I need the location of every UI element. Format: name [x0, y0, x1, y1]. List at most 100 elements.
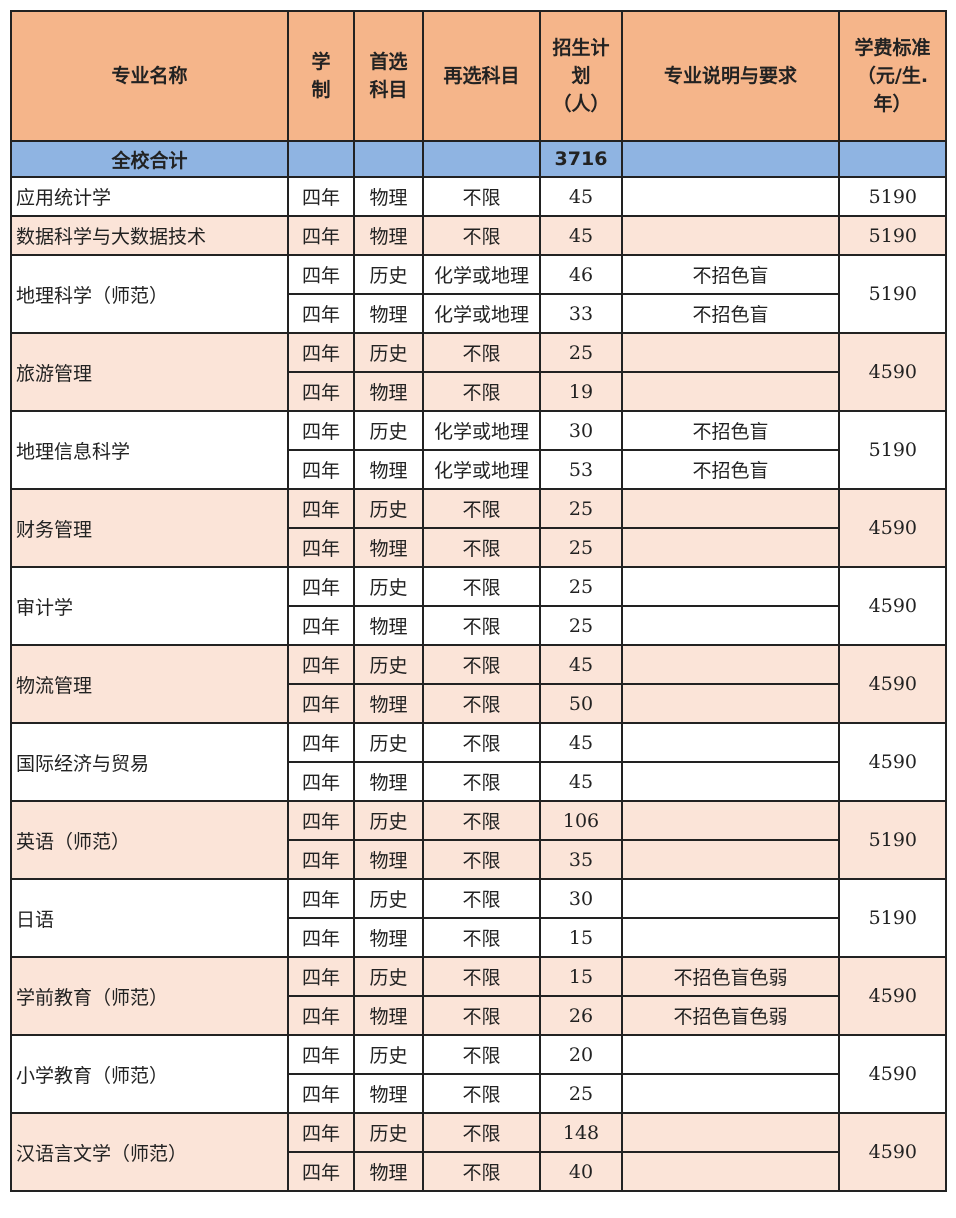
cell-enrollment-plan: 45: [539, 215, 623, 256]
cell-duration: 四年: [287, 878, 355, 919]
major-name: 学前教育（师范）: [10, 956, 289, 1036]
cell-first-subject: 历史: [353, 956, 424, 997]
header-first-subject: 首选 科目: [353, 10, 424, 142]
cell-enrollment-plan: 25: [539, 605, 623, 646]
cell-duration: 四年: [287, 761, 355, 802]
cell-second-subject: 不限: [422, 215, 541, 256]
major-name: 物流管理: [10, 644, 289, 724]
cell-second-subject: 不限: [422, 566, 541, 607]
cell-second-subject: 化学或地理: [422, 449, 541, 490]
cell-second-subject: 不限: [422, 1073, 541, 1114]
cell-duration: 四年: [287, 800, 355, 841]
cell-first-subject: 物理: [353, 371, 424, 412]
cell-duration: 四年: [287, 566, 355, 607]
table-row: 旅游管理 四年 历史 不限 25 4590: [10, 332, 947, 412]
total-label: 全校合计: [10, 140, 289, 178]
cell-first-subject: 物理: [353, 1073, 424, 1114]
header-tuition: 学费标准 （元/生. 年）: [838, 10, 947, 142]
cell-notes: [621, 371, 840, 412]
cell-notes: [621, 800, 840, 841]
cell-notes: [621, 605, 840, 646]
cell-first-subject: 物理: [353, 917, 424, 958]
major-name: 数据科学与大数据技术: [10, 215, 289, 256]
cell-second-subject: 不限: [422, 644, 541, 685]
cell-notes: [621, 683, 840, 724]
cell-duration: 四年: [287, 371, 355, 412]
cell-duration: 四年: [287, 449, 355, 490]
tuition-fee: 4590: [838, 488, 947, 568]
cell-second-subject: 不限: [422, 800, 541, 841]
major-name: 国际经济与贸易: [10, 722, 289, 802]
cell-first-subject: 物理: [353, 215, 424, 256]
cell-duration: 四年: [287, 1073, 355, 1114]
cell-notes: [621, 722, 840, 763]
table-row: 数据科学与大数据技术 四年 物理 不限 45 5190: [10, 215, 947, 256]
cell-enrollment-plan: 25: [539, 566, 623, 607]
tuition-fee: 4590: [838, 644, 947, 724]
table-row: 四年 物理 不限 25: [11, 605, 946, 646]
table-row: 四年 物理 不限 40: [11, 1151, 946, 1192]
major-name: 地理科学（师范）: [10, 254, 289, 334]
cell-enrollment-plan: 53: [539, 449, 623, 490]
tuition-fee: 5190: [838, 215, 947, 256]
cell-duration: 四年: [287, 410, 355, 451]
cell-first-subject: 物理: [353, 1151, 424, 1192]
cell-second-subject: 不限: [422, 761, 541, 802]
cell-enrollment-plan: 30: [539, 878, 623, 919]
cell-first-subject: 历史: [353, 566, 424, 607]
cell-enrollment-plan: 25: [539, 332, 623, 373]
tuition-fee: 4590: [838, 332, 947, 412]
cell-enrollment-plan: 15: [539, 956, 623, 997]
cell-notes: 不招色盲色弱: [621, 956, 840, 997]
cell-duration: 四年: [287, 839, 355, 880]
cell-first-subject: 历史: [353, 644, 424, 685]
cell-second-subject: 化学或地理: [422, 410, 541, 451]
cell-enrollment-plan: 40: [539, 1151, 623, 1192]
tuition-fee: 4590: [838, 566, 947, 646]
cell-first-subject: 物理: [353, 839, 424, 880]
cell-second-subject: 不限: [422, 527, 541, 568]
tuition-fee: 5190: [838, 254, 947, 334]
table-row: 国际经济与贸易 四年 历史 不限 45 4590: [10, 722, 947, 802]
table-row: 物流管理 四年 历史 不限 45 4590: [10, 644, 947, 724]
cell-first-subject: 物理: [353, 995, 424, 1036]
cell-enrollment-plan: 26: [539, 995, 623, 1036]
enrollment-plan-table: 专业名称学 制首选 科目 再选科目 招生计 划 （人） 专业说明与要求 学费标准 （元/…: [10, 10, 947, 1192]
major-name: 英语（师范）: [10, 800, 289, 880]
major-name: 旅游管理: [10, 332, 289, 412]
cell-notes: [621, 1073, 840, 1114]
major-name: 财务管理: [10, 488, 289, 568]
cell-second-subject: 不限: [422, 917, 541, 958]
cell-enrollment-plan: 33: [539, 293, 623, 334]
tuition-fee: 5190: [838, 878, 947, 958]
cell-second-subject: 化学或地理: [422, 254, 541, 295]
cell-notes: [621, 1151, 840, 1192]
tuition-fee: 4590: [838, 1034, 947, 1114]
cell-notes: 不招色盲: [621, 410, 840, 451]
cell-duration: 四年: [287, 254, 355, 295]
cell-duration: 四年: [287, 644, 355, 685]
cell-notes: 不招色盲: [621, 293, 840, 334]
cell-enrollment-plan: 25: [539, 488, 623, 529]
cell-enrollment-plan: 30: [539, 410, 623, 451]
cell-enrollment-plan: 25: [539, 527, 623, 568]
cell-second-subject: 不限: [422, 371, 541, 412]
cell-first-subject: 历史: [353, 410, 424, 451]
cell-enrollment-plan: 35: [539, 839, 623, 880]
cell-first-subject: 历史: [353, 800, 424, 841]
table-row: 应用统计学 四年 物理 不限 45 5190: [10, 176, 947, 217]
table-row: 四年 物理 不限 50: [11, 683, 946, 724]
cell-notes: [621, 176, 840, 217]
tuition-fee: 5190: [838, 410, 947, 490]
table-row: 地理信息科学 四年 历史 化学或地理 30 不招色盲 5190: [10, 410, 947, 490]
major-name: 审计学: [10, 566, 289, 646]
major-name: 日语: [10, 878, 289, 958]
cell-second-subject: 不限: [422, 332, 541, 373]
tuition-fee: 5190: [838, 176, 947, 217]
cell-first-subject: 物理: [353, 683, 424, 724]
cell-first-subject: 历史: [353, 1112, 424, 1153]
header-major-name: 专业名称: [10, 10, 289, 142]
table-row: 四年 物理 不限 35: [11, 839, 946, 880]
cell-second-subject: 不限: [422, 683, 541, 724]
cell-notes: [621, 878, 840, 919]
